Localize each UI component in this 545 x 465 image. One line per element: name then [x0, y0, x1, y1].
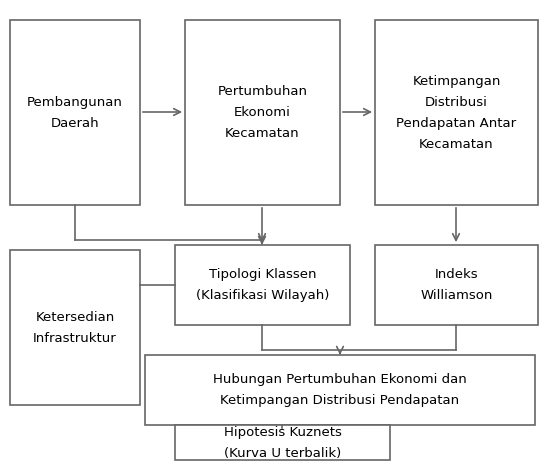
- Text: Pertumbuhan
Ekonomi
Kecamatan: Pertumbuhan Ekonomi Kecamatan: [217, 85, 307, 140]
- Text: Pembangunan
Daerah: Pembangunan Daerah: [27, 95, 123, 129]
- Bar: [10, 20, 140, 205]
- Bar: [145, 355, 535, 425]
- Text: Ketimpangan
Distribusi
Pendapatan Antar
Kecamatan: Ketimpangan Distribusi Pendapatan Antar …: [396, 74, 517, 151]
- Bar: [175, 245, 350, 325]
- Bar: [185, 20, 340, 205]
- Text: Hipotesis Kuznets
(Kurva U terbalik): Hipotesis Kuznets (Kurva U terbalik): [223, 425, 341, 459]
- Text: Tipologi Klassen
(Klasifikasi Wilayah): Tipologi Klassen (Klasifikasi Wilayah): [196, 268, 329, 302]
- Text: Ketersedian
Infrastruktur: Ketersedian Infrastruktur: [33, 311, 117, 345]
- Text: Hubungan Pertumbuhan Ekonomi dan
Ketimpangan Distribusi Pendapatan: Hubungan Pertumbuhan Ekonomi dan Ketimpa…: [213, 373, 467, 407]
- Bar: [375, 245, 538, 325]
- Text: Indeks
Williamson: Indeks Williamson: [420, 268, 493, 302]
- Bar: [175, 425, 390, 460]
- Bar: [10, 250, 140, 405]
- Bar: [375, 20, 538, 205]
